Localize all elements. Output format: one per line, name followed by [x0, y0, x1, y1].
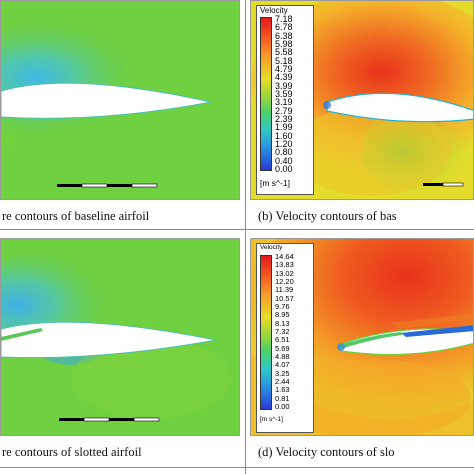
legend-tick-label: 2.44 [275, 377, 290, 386]
legend-tick-label: 0.00 [275, 402, 290, 411]
legend-tick-label: 7.32 [275, 327, 290, 336]
legend-tick-label: 4.07 [275, 360, 290, 370]
legend-tick-label: 1.99 [275, 122, 293, 133]
legend-tick-label: 4.39 [275, 72, 293, 83]
panel-d-velocity-slotted: Velocity 14.64 13.83 13.02 12.20 11.39 10.57 9… [250, 238, 474, 436]
legend-title: Velocity [260, 244, 283, 251]
contour-plot-c [1, 239, 239, 435]
legend-colorbar [260, 255, 272, 410]
airfoil-shape [340, 328, 473, 356]
legend-tick-label: 5.69 [275, 343, 290, 353]
legend-tick-label: 9.76 [275, 302, 290, 311]
legend-tick-label: 4.88 [275, 352, 290, 361]
velocity-legend-b: Velocity 7.18 6.78 6.38 5.98 5.58 5.18 4.79 4.3… [256, 5, 314, 195]
airfoil-slot [1, 328, 43, 341]
caption-a: re contours of baseline airfoil [2, 209, 150, 223]
legend-tick-label: 5.58 [275, 47, 293, 58]
legend-tick-label: 10.57 [275, 293, 294, 303]
legend-tick-label: 0.40 [275, 155, 293, 166]
legend-tick-label: 1.63 [275, 385, 290, 395]
legend-tick-label: 8.95 [275, 310, 290, 320]
panel-a-pressure-baseline [0, 0, 240, 200]
legend-tick-label: 3.59 [275, 89, 293, 99]
divider [0, 229, 474, 230]
legend-tick-label: 7.18 [275, 14, 293, 24]
legend-tick-label: 1.20 [275, 139, 293, 149]
legend-tick-label: 1.60 [275, 130, 293, 141]
legend-unit: [m s^-1] [260, 416, 283, 423]
legend-tick-label: 6.51 [275, 335, 290, 345]
legend-tick-label: 13.02 [275, 268, 294, 278]
legend-tick-label: 3.99 [275, 80, 293, 91]
scale-bar [423, 182, 464, 187]
airfoil-slot [339, 332, 402, 349]
legend-title: Velocity [260, 6, 288, 15]
slot-jet [401, 325, 473, 337]
airfoil-shape [1, 82, 212, 119]
legend-tick-label: 8.13 [275, 318, 290, 328]
scale-bar [57, 183, 158, 188]
legend-tick-label: 0.00 [275, 164, 293, 174]
legend-tick-label: 3.25 [275, 368, 290, 378]
legend-tick-label: 6.78 [275, 22, 293, 33]
airfoil-shape [326, 92, 473, 123]
divider [245, 0, 246, 474]
caption-d: (d) Velocity contours of slo [258, 445, 395, 459]
legend-tick-label: 3.19 [275, 97, 293, 108]
legend-tick-label: 11.39 [275, 285, 294, 295]
velocity-legend-d: Velocity 14.64 13.83 13.02 12.20 11.39 10.57 9… [256, 243, 314, 433]
panel-b-velocity-baseline: Velocity 7.18 6.78 6.38 5.98 5.58 5.18 4.79 4.3… [250, 0, 474, 200]
legend-colorbar [260, 17, 272, 171]
contour-plot-a [1, 1, 239, 199]
legend-tick-label: 14.64 [275, 252, 294, 261]
caption-b: (b) Velocity contours of bas [258, 209, 397, 223]
legend-tick-label: 5.18 [275, 55, 293, 66]
airfoil-shape [1, 321, 217, 359]
legend-tick-label: 6.38 [275, 30, 293, 41]
legend-tick-label: 0.80 [275, 147, 293, 158]
caption-c: re contours of slotted airfoil [2, 445, 142, 459]
scale-bar [59, 417, 160, 422]
legend-tick-label: 4.79 [275, 64, 293, 74]
legend-tick-label: 12.20 [275, 277, 294, 286]
legend-tick-label: 2.39 [275, 114, 293, 124]
legend-tick-label: 2.79 [275, 105, 293, 116]
legend-tick-label: 13.83 [275, 260, 294, 270]
panel-c-pressure-slotted [0, 238, 240, 436]
legend-tick-label: 5.98 [275, 39, 293, 49]
legend-tick-label: 0.81 [275, 393, 290, 403]
legend-unit: [m s^-1] [260, 178, 290, 188]
divider [0, 467, 474, 468]
